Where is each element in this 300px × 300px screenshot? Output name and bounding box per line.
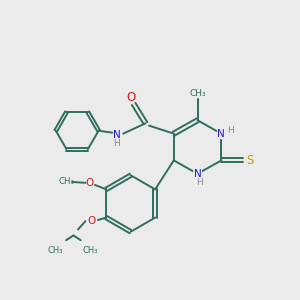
Text: O: O <box>85 178 93 188</box>
Text: H: H <box>113 139 120 148</box>
Text: O: O <box>126 92 135 104</box>
Text: H: H <box>227 126 234 135</box>
Text: N: N <box>218 129 225 139</box>
Text: H: H <box>196 178 202 187</box>
Text: CH₃: CH₃ <box>47 246 63 255</box>
Text: CH₃: CH₃ <box>189 89 206 98</box>
Text: O: O <box>88 216 96 226</box>
Text: N: N <box>113 130 121 140</box>
Text: N: N <box>194 169 201 179</box>
Text: S: S <box>246 154 253 167</box>
Text: CH₃: CH₃ <box>83 246 98 255</box>
Text: CH₃: CH₃ <box>58 178 74 187</box>
